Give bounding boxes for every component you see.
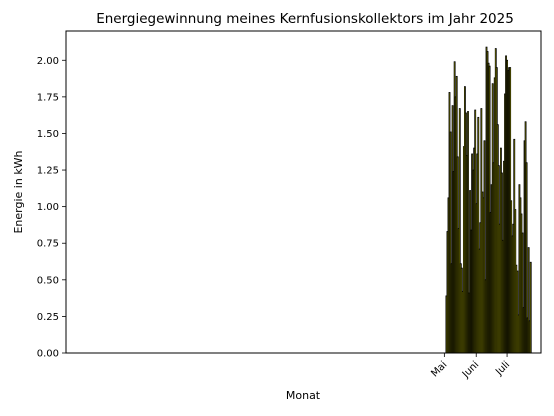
y-tick-label: 1.25: [37, 166, 59, 177]
chart-title: Energiegewinnung meines Kernfusionskolle…: [96, 11, 514, 27]
plot-frame: [65, 30, 542, 354]
y-tick-label: 1.75: [37, 92, 59, 103]
bar: [529, 261, 532, 354]
y-tick-label: 0.50: [37, 275, 59, 286]
x-axis: Mai Juni Juli: [429, 353, 512, 381]
y-tick-label: 0.00: [37, 349, 59, 360]
x-tick-label: Juni: [460, 359, 482, 381]
y-axis-label: Energie in kWh: [12, 150, 25, 233]
y-tick-label: 2.00: [37, 56, 59, 67]
y-tick-label: 1.00: [37, 202, 59, 213]
x-tick-label: Juli: [493, 359, 512, 378]
y-tick-label: 1.50: [37, 129, 59, 140]
x-axis-label: Monat: [286, 389, 321, 402]
x-tick-label: Mai: [429, 359, 449, 379]
y-tick-label: 0.25: [37, 312, 59, 323]
bars-group: [445, 46, 532, 354]
y-axis: 0.00 0.25 0.50 0.75 1.00 1.25 1.50 1.75 2.00: [37, 56, 66, 360]
y-tick-label: 0.75: [37, 239, 59, 250]
